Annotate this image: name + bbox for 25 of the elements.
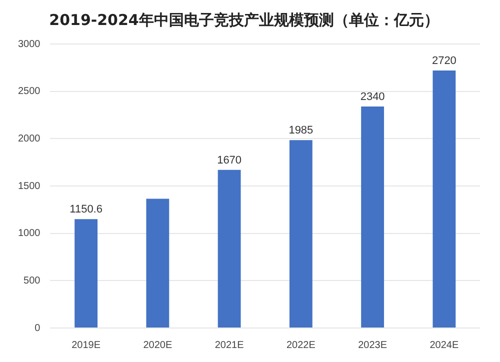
bar bbox=[218, 170, 241, 328]
x-tick-label: 2019E bbox=[72, 340, 101, 351]
y-tick-label: 2500 bbox=[18, 86, 41, 98]
data-label: 2720 bbox=[432, 55, 456, 68]
chart-title: 2019-2024年中国电子竞技产业规模预测（单位：亿元） bbox=[49, 10, 439, 29]
data-label: 2340 bbox=[360, 91, 385, 104]
bar bbox=[74, 219, 98, 328]
y-tick-label: 1500 bbox=[18, 180, 41, 192]
y-tick-label: 1000 bbox=[18, 228, 41, 240]
y-tick-label: 500 bbox=[24, 275, 41, 286]
x-tick-label: 2024E bbox=[430, 340, 459, 351]
x-tick-label: 2020E bbox=[143, 340, 172, 351]
data-label: 1670 bbox=[217, 154, 242, 166]
bar bbox=[146, 198, 170, 328]
y-tick-label: 3000 bbox=[18, 38, 41, 50]
y-tick-label: 2000 bbox=[18, 133, 41, 144]
bar bbox=[289, 140, 312, 328]
y-tick-label: 0 bbox=[34, 322, 41, 334]
data-label: 1150.6 bbox=[70, 204, 102, 216]
bar bbox=[432, 70, 456, 328]
x-tick-label: 2021E bbox=[214, 340, 244, 351]
bar bbox=[361, 106, 384, 328]
data-label: 1985 bbox=[288, 124, 314, 137]
x-tick-label: 2023E bbox=[358, 340, 388, 351]
x-tick-label: 2022E bbox=[286, 340, 316, 351]
